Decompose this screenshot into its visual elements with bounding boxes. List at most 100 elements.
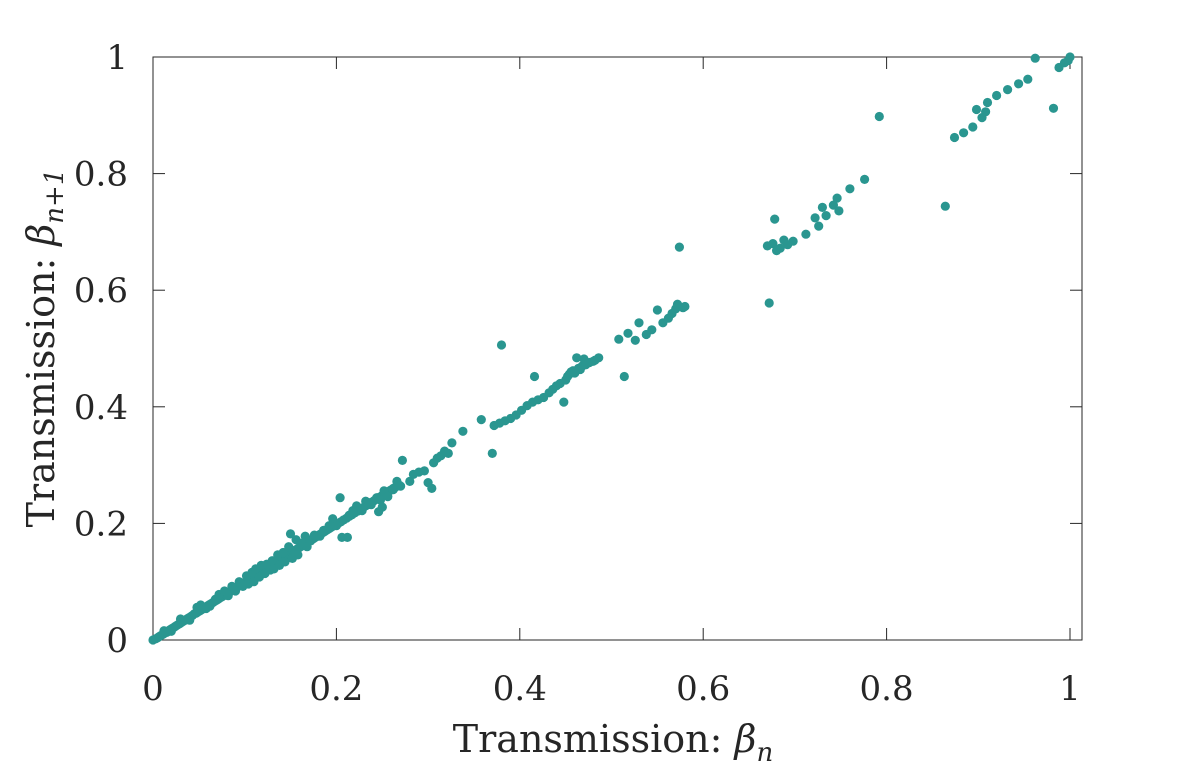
x-tick-label: 0.8 xyxy=(860,669,914,709)
data-point xyxy=(834,206,844,216)
x-axis-label-text: Transmission: xyxy=(453,717,735,761)
data-point xyxy=(1065,52,1075,62)
data-point xyxy=(185,615,195,625)
data-point xyxy=(968,122,978,132)
data-point xyxy=(940,201,950,211)
data-point xyxy=(427,483,437,493)
x-axis-label-subscript: n xyxy=(756,738,773,768)
data-point xyxy=(788,236,798,246)
data-point xyxy=(529,371,540,382)
data-point xyxy=(278,547,288,558)
data-point xyxy=(764,298,774,308)
y-axis-label-subscript: n+1 xyxy=(40,169,70,224)
y-axis-label-symbol: β xyxy=(19,224,63,248)
data-point xyxy=(335,493,345,503)
data-point xyxy=(175,614,186,624)
data-point xyxy=(1003,85,1013,95)
data-point xyxy=(487,448,497,458)
data-point xyxy=(572,353,582,363)
y-tick-label: 0 xyxy=(106,621,128,661)
data-point xyxy=(634,318,644,328)
data-point xyxy=(1023,74,1033,84)
data-point xyxy=(832,193,842,203)
data-point xyxy=(397,455,407,465)
data-point xyxy=(768,239,778,249)
data-point xyxy=(992,90,1002,101)
y-tick-label: 0.4 xyxy=(74,388,128,428)
plot-frame xyxy=(152,56,1083,641)
data-point xyxy=(280,557,290,567)
data-point xyxy=(458,426,468,436)
data-point xyxy=(405,476,415,486)
y-axis-label: Transmission: βn+1 xyxy=(19,169,70,528)
x-axis-label-symbol: β xyxy=(733,717,757,761)
data-point xyxy=(328,514,338,524)
tick-labels: 0 0.2 0.4 0.6 0.8 1 0 0.2 0.4 0.6 0.8 1 xyxy=(74,38,1081,709)
data-point xyxy=(680,301,690,312)
data-point xyxy=(770,214,780,224)
data-point xyxy=(981,107,991,117)
data-point xyxy=(285,529,296,539)
x-tick-label: 1 xyxy=(1059,669,1081,709)
data-point xyxy=(860,174,870,184)
data-point xyxy=(630,335,640,345)
y-tick-label: 1 xyxy=(106,38,128,78)
data-point xyxy=(619,371,629,382)
data-point xyxy=(817,202,828,212)
x-tick-label: 0.4 xyxy=(493,669,547,709)
data-point xyxy=(674,242,685,252)
data-point xyxy=(982,97,993,108)
data-point xyxy=(1030,53,1040,63)
data-point xyxy=(366,500,376,510)
data-point xyxy=(814,221,824,231)
data-point xyxy=(775,243,785,253)
data-point xyxy=(205,601,215,611)
data-point xyxy=(331,521,341,531)
y-tick-label: 0.6 xyxy=(74,271,128,311)
data-point xyxy=(476,415,486,425)
data-point xyxy=(267,556,277,566)
x-tick-label: 0 xyxy=(142,669,164,709)
y-tick-label: 0.2 xyxy=(74,504,128,544)
data-point xyxy=(1014,79,1024,89)
data-point xyxy=(388,485,398,495)
data-point xyxy=(166,626,176,636)
data-point xyxy=(949,132,960,143)
data-point xyxy=(419,466,429,476)
y-axis-label-text: Transmission: xyxy=(19,246,63,528)
data-point xyxy=(383,492,393,502)
data-point xyxy=(223,591,233,601)
data-point xyxy=(874,111,884,122)
x-tick-label: 0.6 xyxy=(676,669,730,709)
data-point xyxy=(845,184,855,194)
data-point xyxy=(559,397,569,407)
data-point xyxy=(230,586,241,596)
plot-border xyxy=(152,56,1083,641)
data-point xyxy=(447,438,457,448)
data-point xyxy=(496,340,507,350)
data-point xyxy=(828,200,839,210)
data-point xyxy=(810,213,820,223)
data-point xyxy=(614,334,624,344)
data-point xyxy=(652,305,663,315)
data-point xyxy=(647,325,657,335)
y-tick-label: 0.8 xyxy=(74,155,128,195)
data-point xyxy=(971,104,982,115)
data-point xyxy=(396,481,406,491)
data-point xyxy=(284,542,294,552)
data-point xyxy=(324,521,334,531)
data-points xyxy=(148,52,1075,645)
x-axis-label: Transmission: βn xyxy=(453,717,773,768)
data-point xyxy=(159,626,169,636)
data-point xyxy=(293,550,303,560)
data-point xyxy=(375,495,385,505)
data-point xyxy=(959,128,969,138)
x-tick-label: 0.2 xyxy=(309,669,363,709)
data-point xyxy=(357,506,367,516)
data-point xyxy=(821,211,831,221)
data-point xyxy=(594,353,604,363)
data-point xyxy=(342,532,352,543)
data-point xyxy=(377,502,387,512)
